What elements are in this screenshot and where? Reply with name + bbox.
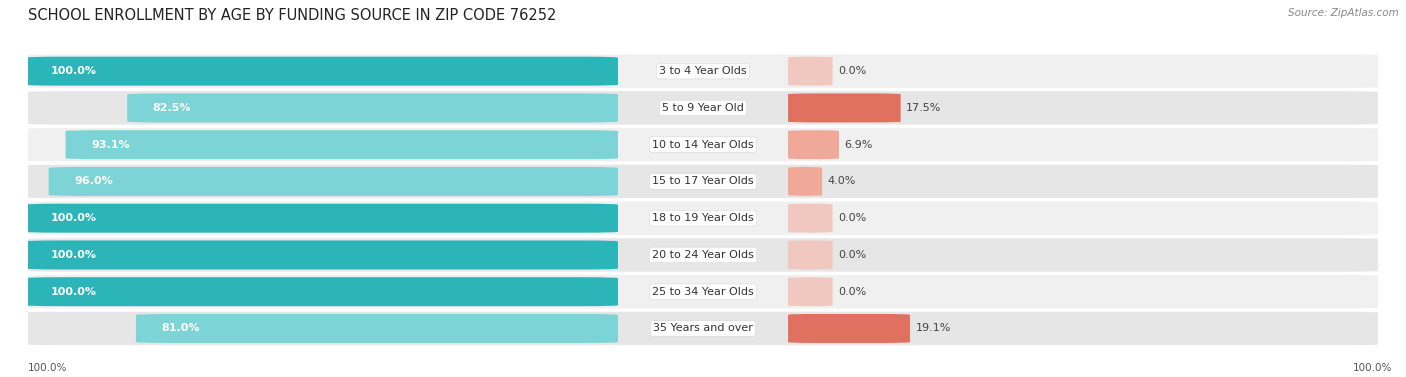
FancyBboxPatch shape [24,312,1382,345]
Text: 100.0%: 100.0% [51,66,97,76]
Text: 100.0%: 100.0% [51,213,97,223]
Text: 82.5%: 82.5% [153,103,191,113]
Text: 18 to 19 Year Olds: 18 to 19 Year Olds [652,213,754,223]
FancyBboxPatch shape [787,204,832,233]
Text: 17.5%: 17.5% [905,103,942,113]
FancyBboxPatch shape [136,314,619,343]
Text: 20 to 24 Year Olds: 20 to 24 Year Olds [652,250,754,260]
FancyBboxPatch shape [24,54,1382,88]
Text: 19.1%: 19.1% [915,323,950,334]
Text: 35 Years and over: 35 Years and over [652,323,754,334]
Text: 100.0%: 100.0% [28,363,67,373]
Text: Source: ZipAtlas.com: Source: ZipAtlas.com [1288,8,1399,18]
FancyBboxPatch shape [25,57,619,86]
Text: 81.0%: 81.0% [162,323,200,334]
FancyBboxPatch shape [787,93,901,123]
Text: 0.0%: 0.0% [838,250,866,260]
FancyBboxPatch shape [787,241,832,270]
Text: 96.0%: 96.0% [75,176,112,187]
Text: 6.9%: 6.9% [845,139,873,150]
Text: 25 to 34 Year Olds: 25 to 34 Year Olds [652,287,754,297]
Text: 100.0%: 100.0% [51,287,97,297]
Text: 5 to 9 Year Old: 5 to 9 Year Old [662,103,744,113]
Text: 15 to 17 Year Olds: 15 to 17 Year Olds [652,176,754,187]
FancyBboxPatch shape [25,204,619,233]
FancyBboxPatch shape [787,130,839,159]
FancyBboxPatch shape [25,241,619,270]
Text: 93.1%: 93.1% [91,139,129,150]
Text: 100.0%: 100.0% [1353,363,1392,373]
FancyBboxPatch shape [787,167,823,196]
FancyBboxPatch shape [24,275,1382,308]
FancyBboxPatch shape [24,238,1382,272]
FancyBboxPatch shape [787,57,832,86]
FancyBboxPatch shape [127,93,619,123]
FancyBboxPatch shape [24,128,1382,161]
Text: 3 to 4 Year Olds: 3 to 4 Year Olds [659,66,747,76]
Text: 0.0%: 0.0% [838,287,866,297]
Text: 0.0%: 0.0% [838,66,866,76]
Text: 4.0%: 4.0% [828,176,856,187]
Text: 10 to 14 Year Olds: 10 to 14 Year Olds [652,139,754,150]
FancyBboxPatch shape [787,277,832,306]
FancyBboxPatch shape [49,167,619,196]
FancyBboxPatch shape [24,201,1382,235]
FancyBboxPatch shape [24,91,1382,125]
FancyBboxPatch shape [787,314,910,343]
FancyBboxPatch shape [24,165,1382,198]
FancyBboxPatch shape [66,130,619,159]
Text: SCHOOL ENROLLMENT BY AGE BY FUNDING SOURCE IN ZIP CODE 76252: SCHOOL ENROLLMENT BY AGE BY FUNDING SOUR… [28,8,557,23]
Text: 100.0%: 100.0% [51,250,97,260]
FancyBboxPatch shape [25,277,619,306]
Text: 0.0%: 0.0% [838,213,866,223]
